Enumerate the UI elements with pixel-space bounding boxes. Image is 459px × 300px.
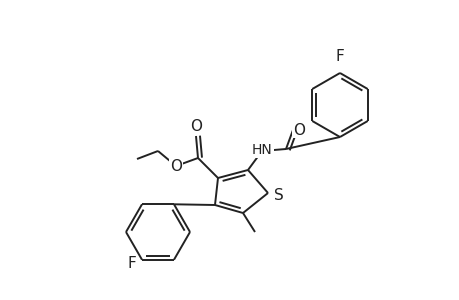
Text: HN: HN <box>251 143 272 157</box>
Text: F: F <box>127 256 136 271</box>
Text: O: O <box>292 122 304 137</box>
Text: S: S <box>274 188 283 202</box>
Text: O: O <box>170 158 182 173</box>
Text: F: F <box>335 49 344 64</box>
Text: O: O <box>190 119 202 134</box>
